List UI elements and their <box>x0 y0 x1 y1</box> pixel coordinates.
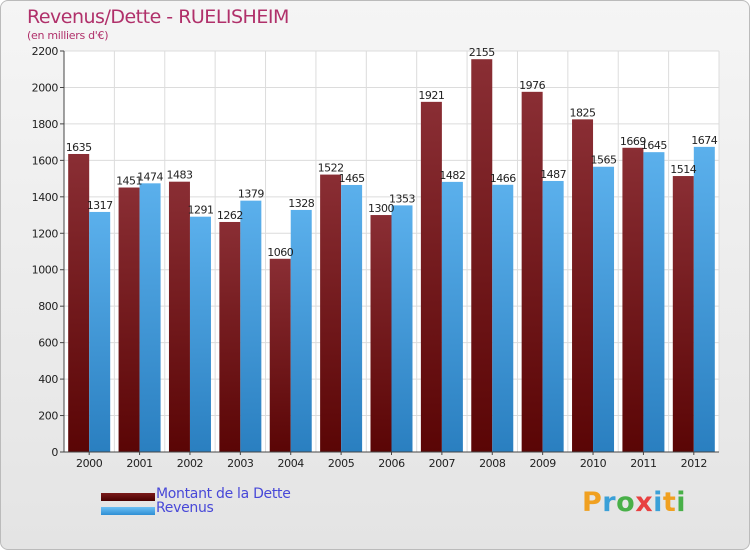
bar-revenus <box>341 184 363 452</box>
x-tick-label: 2009 <box>529 457 556 470</box>
logo-letter: x <box>635 487 654 518</box>
data-label-dette: 1522 <box>318 162 344 175</box>
bar-revenus <box>391 205 413 452</box>
bar-revenus <box>240 200 262 452</box>
x-tick-label: 2007 <box>429 457 456 470</box>
x-tick-label: 2010 <box>580 457 607 470</box>
data-label-dette: 1483 <box>166 169 192 182</box>
data-label-revenus: 1674 <box>691 134 717 147</box>
bar-dette <box>168 181 190 452</box>
logo-letter: o <box>616 487 636 518</box>
bar-dette <box>672 176 694 452</box>
data-label-dette: 1921 <box>418 89 444 102</box>
data-label-revenus: 1487 <box>540 168 566 181</box>
data-label-dette: 1262 <box>217 209 243 222</box>
bar-revenus <box>492 184 514 452</box>
chart-title: Revenus/Dette - RUELISHEIM <box>27 6 289 28</box>
bar-dette <box>471 59 493 453</box>
data-label-revenus: 1482 <box>439 169 465 182</box>
bar-dette <box>118 187 140 452</box>
data-label-dette: 1300 <box>368 202 394 215</box>
data-label-dette: 2155 <box>469 46 495 59</box>
bar-revenus <box>290 209 312 452</box>
data-label-dette: 1669 <box>620 135 646 148</box>
data-label-revenus: 1474 <box>137 170 163 183</box>
y-tick-label: 2200 <box>32 45 59 58</box>
y-tick-label: 0 <box>51 446 58 459</box>
data-label-revenus: 1328 <box>288 197 314 210</box>
bar-revenus <box>139 183 161 452</box>
bar-revenus <box>542 180 564 452</box>
data-label-dette: 1976 <box>519 79 545 92</box>
data-label-revenus: 1379 <box>238 188 264 201</box>
data-label-revenus: 1465 <box>339 172 365 185</box>
bars <box>68 59 715 453</box>
y-tick-label: 1400 <box>32 191 59 204</box>
legend-swatch-revenus <box>101 507 155 515</box>
axes: 0 200 400 600 800 1000 1200 1400 1600 1800 2000 220… <box>32 45 719 470</box>
x-tick-label: 2008 <box>479 457 506 470</box>
x-tick-label: 2011 <box>630 457 656 470</box>
bar-dette <box>572 119 594 453</box>
bar-revenus <box>189 216 211 452</box>
bar-revenus <box>89 211 111 452</box>
data-label-revenus: 1645 <box>641 139 667 152</box>
bar-dette <box>219 221 241 452</box>
bar-dette <box>622 147 644 453</box>
data-label-revenus: 1565 <box>591 154 617 167</box>
logo-letter: t <box>662 487 677 518</box>
bar-dette <box>521 91 543 452</box>
data-label-dette: 1635 <box>66 141 92 154</box>
bar-dette <box>420 101 442 452</box>
bar-revenus <box>441 181 463 452</box>
data-label-dette: 1451 <box>116 175 142 188</box>
bar-dette <box>269 258 291 452</box>
legend-swatch-debt <box>101 493 155 501</box>
y-tick-label: 2000 <box>32 81 59 94</box>
x-tick-label: 2012 <box>681 457 707 470</box>
x-tick-label: 2000 <box>76 457 103 470</box>
y-tick-label: 1200 <box>32 227 59 240</box>
x-tick-label: 2001 <box>126 457 152 470</box>
data-label-revenus: 1353 <box>389 192 415 205</box>
x-tick-label: 2002 <box>177 457 203 470</box>
bar-dette <box>320 174 342 452</box>
bar-revenus <box>693 146 715 452</box>
logo-letter: P <box>582 487 603 518</box>
legend-label-revenus: Revenus <box>156 500 214 516</box>
y-tick-label: 1000 <box>32 264 59 277</box>
x-tick-label: 2003 <box>227 457 254 470</box>
data-label-revenus: 1317 <box>87 199 113 212</box>
data-label-dette: 1514 <box>670 163 696 176</box>
y-tick-label: 400 <box>38 373 58 386</box>
logo-letter: i <box>653 487 663 518</box>
x-tick-label: 2006 <box>378 457 405 470</box>
proxiti-logo: Proxiti <box>582 487 686 518</box>
bar-dette <box>370 215 392 452</box>
data-label-revenus: 1291 <box>187 204 213 217</box>
logo-letter: i <box>676 487 687 518</box>
y-tick-label: 1600 <box>32 154 59 167</box>
data-label-dette: 1825 <box>570 106 596 119</box>
y-tick-label: 200 <box>38 410 58 423</box>
bar-revenus <box>593 166 615 453</box>
x-tick-label: 2005 <box>328 457 355 470</box>
y-tick-label: 1800 <box>32 118 59 131</box>
y-tick-label: 800 <box>38 300 58 313</box>
data-label-revenus: 1466 <box>490 172 516 185</box>
x-tick-label: 2004 <box>278 457 305 470</box>
legend-label-debt: Montant de la Dette <box>156 486 291 502</box>
bar-dette <box>68 153 90 453</box>
logo-letter: r <box>602 487 617 518</box>
chart-subtitle: (en milliers d'€) <box>27 29 109 42</box>
bar-revenus <box>643 152 665 452</box>
data-label-dette: 1060 <box>267 246 293 259</box>
y-tick-label: 600 <box>38 337 58 350</box>
